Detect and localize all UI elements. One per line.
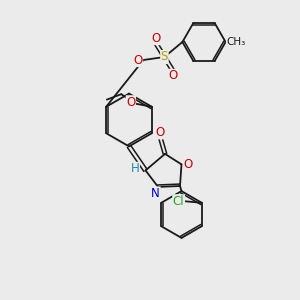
Text: O: O — [126, 96, 136, 109]
Text: CH₃: CH₃ — [226, 37, 246, 47]
Text: H: H — [130, 162, 140, 176]
Text: O: O — [168, 69, 177, 82]
Text: O: O — [152, 32, 160, 45]
Text: S: S — [161, 50, 168, 64]
Text: O: O — [134, 53, 142, 67]
Text: O: O — [184, 158, 193, 171]
Text: Cl: Cl — [173, 195, 184, 208]
Text: N: N — [151, 187, 160, 200]
Text: O: O — [156, 126, 165, 139]
